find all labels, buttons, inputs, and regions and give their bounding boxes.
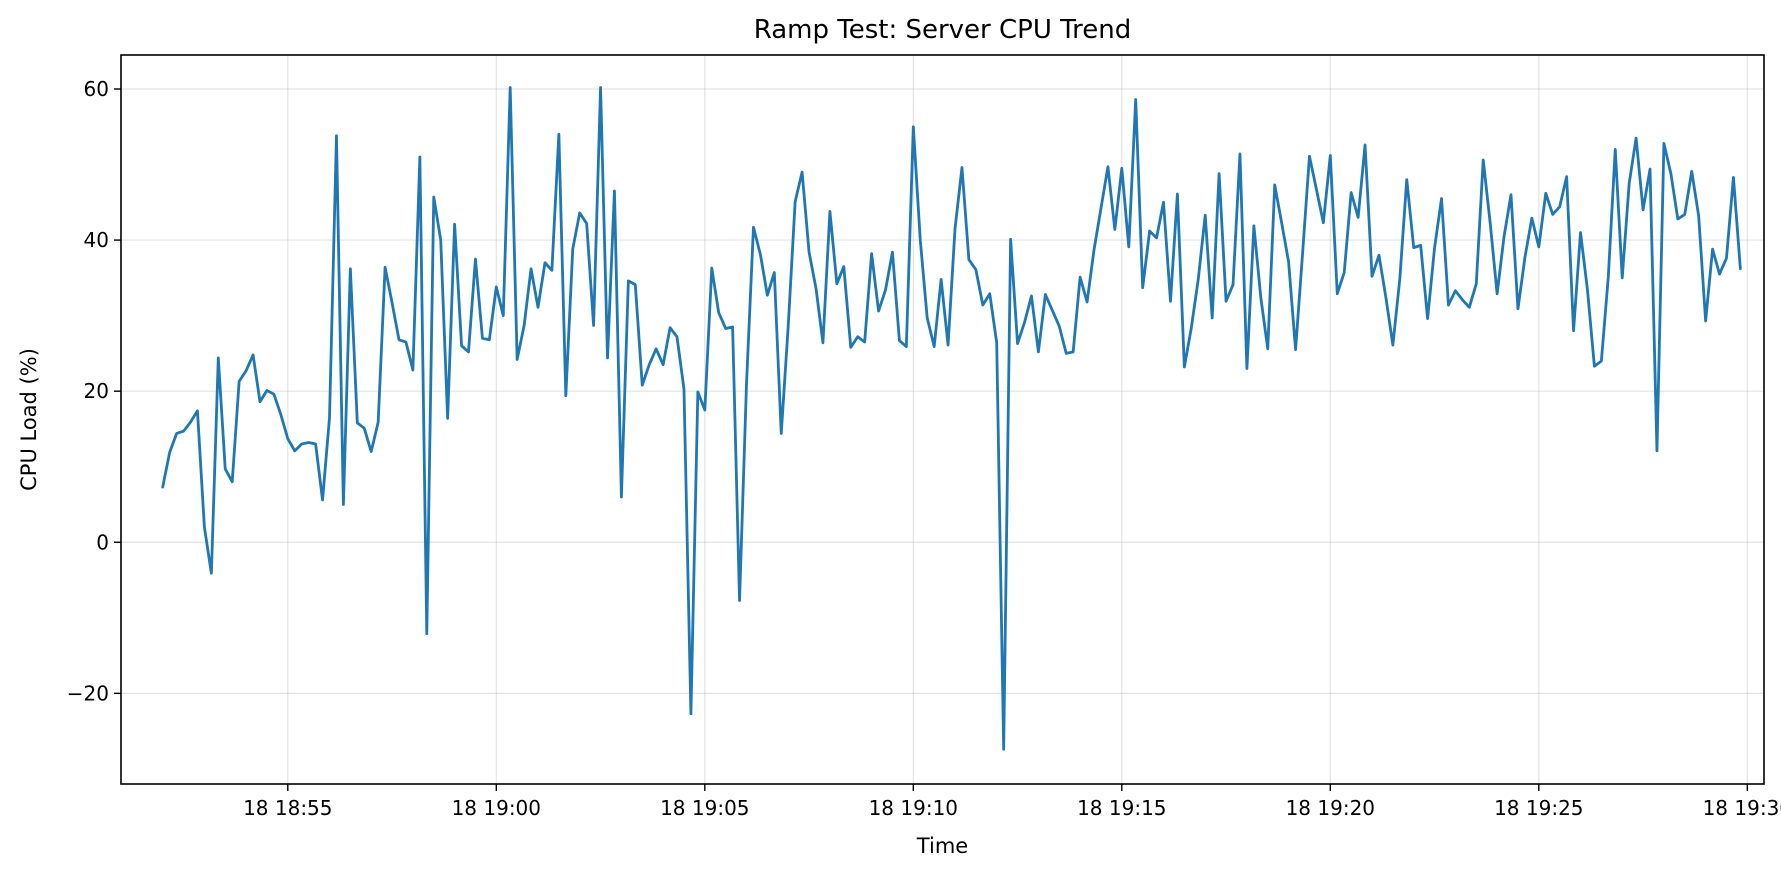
y-tick-label: 0	[96, 530, 109, 554]
x-tick-label: 18 18:55	[243, 796, 332, 820]
x-tick-label: 18 19:15	[1077, 796, 1166, 820]
x-tick-label: 18 19:30	[1703, 796, 1781, 820]
x-tick-label: 18 19:20	[1286, 796, 1375, 820]
y-axis-label: CPU Load (%)	[17, 348, 41, 491]
x-tick-label: 18 19:25	[1494, 796, 1583, 820]
series-layer	[161, 86, 1742, 751]
plot-frame	[120, 54, 1765, 785]
x-axis-label: Time	[916, 834, 968, 858]
x-tick-label: 18 19:05	[660, 796, 749, 820]
y-axis-ticks: −20 0 20 40 60	[67, 77, 121, 705]
x-tick-label: 18 19:10	[869, 796, 958, 820]
x-tick-label: 18 19:00	[452, 796, 541, 820]
series-line	[161, 86, 1742, 751]
y-tick-label: −20	[67, 681, 109, 705]
chart-title: Ramp Test: Server CPU Trend	[754, 15, 1132, 45]
y-tick-label: 40	[84, 228, 109, 252]
y-tick-label: 60	[84, 77, 109, 101]
x-axis-ticks: 18 18:55 18 19:00 18 19:05 18 19:10 18 19:15…	[243, 784, 1781, 820]
y-tick-label: 20	[84, 379, 109, 403]
